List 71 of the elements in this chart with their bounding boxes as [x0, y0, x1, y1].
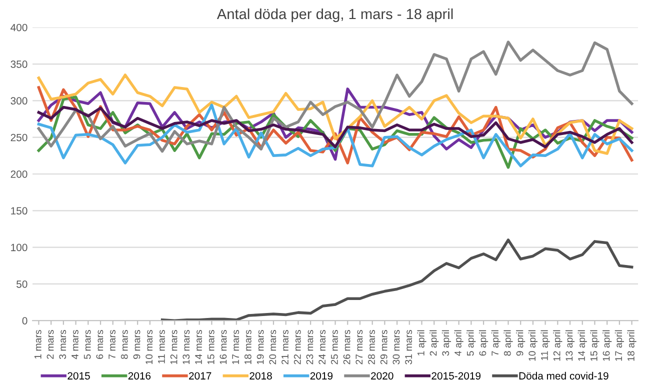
x-tick-label: 24 mars — [318, 330, 326, 364]
x-tick-label: 28 mars — [368, 330, 375, 364]
legend-label: 2020 — [371, 372, 394, 380]
x-tick-label: 9 april — [516, 330, 526, 356]
line-series — [37, 74, 634, 155]
x-tick-label: 25 mars — [330, 330, 338, 364]
x-tick-label: 4 mars — [72, 330, 78, 360]
legend-label: 2015 — [68, 372, 90, 380]
y-tick-label: 150 — [11, 207, 28, 215]
x-tick-label: 3 mars — [59, 330, 66, 359]
line-series — [160, 238, 634, 321]
chart-title: Antal döda per dag, 1 mars - 18 april — [216, 8, 453, 22]
x-tick-label: 5 mars — [84, 330, 91, 359]
y-tick-label: 0 — [22, 317, 28, 324]
line-series — [37, 40, 634, 153]
x-tick-label: 21 mars — [282, 330, 288, 364]
line-series — [37, 106, 634, 148]
x-tick-label: 14 mars — [195, 330, 202, 364]
x-tick-label: 22 mars — [294, 330, 301, 364]
x-tick-label: 6 mars — [96, 330, 104, 359]
legend-label: 2019 — [310, 372, 333, 380]
x-tick-label: 12 mars — [170, 330, 178, 364]
y-tick-label: 350 — [10, 60, 28, 68]
x-tick-label: 6 april — [479, 330, 488, 356]
x-tick-label: 11 mars — [158, 330, 165, 364]
x-tick-label: 16 mars — [220, 330, 227, 364]
legend-label: 2018 — [250, 372, 272, 380]
x-tick-label: 17 mars — [232, 330, 240, 364]
x-tick-label: 30 mars — [392, 330, 400, 364]
x-tick-label: 19 mars — [256, 330, 264, 364]
x-tick-label: 15 mars — [208, 330, 214, 364]
x-tick-label: 31 mars — [405, 330, 412, 364]
y-tick-label: 300 — [10, 97, 28, 105]
x-tick-label: 12 april — [553, 330, 562, 361]
x-tick-label: 3 april — [442, 330, 451, 356]
x-tick-label: 18 mars — [244, 330, 252, 364]
legend-label: 2017 — [189, 372, 212, 380]
legend-label: 2016 — [128, 372, 151, 380]
x-tick-label: 7 mars — [108, 330, 116, 359]
x-tick-label: 1 april — [417, 330, 426, 356]
x-tick-label: 10 april — [528, 330, 538, 361]
legend-label: 2015-2019 — [432, 372, 481, 380]
legend-label: Döda med covid-19 — [519, 372, 608, 380]
x-tick-label: 9 mars — [133, 330, 140, 359]
x-tick-label: 10 mars — [146, 330, 153, 364]
x-tick-label: 20 mars — [269, 330, 276, 364]
x-tick-label: 1 mars — [34, 330, 42, 359]
x-tick-label: 27 mars — [356, 330, 363, 364]
x-tick-label: 8 mars — [120, 330, 128, 359]
x-tick-label: 23 mars — [306, 330, 314, 364]
x-tick-label: 11 april — [540, 330, 550, 360]
y-tick-label: 50 — [16, 280, 28, 288]
x-tick-label: 13 april — [565, 330, 575, 361]
y-tick-label: 250 — [10, 134, 28, 142]
x-tick-label: 2 mars — [46, 330, 54, 359]
x-tick-label: 18 april — [627, 330, 636, 361]
x-tick-label: 26 mars — [343, 330, 350, 364]
x-tick-label: 4 april — [454, 330, 464, 356]
x-tick-label: 13 mars — [182, 330, 190, 364]
x-tick-label: 14 april — [578, 330, 587, 361]
y-tick-label: 100 — [11, 244, 28, 252]
x-tick-label: 16 april — [602, 330, 612, 361]
x-tick-label: 5 april — [466, 330, 476, 356]
x-tick-label: 2 april — [430, 330, 439, 356]
x-tick-label: 15 april — [590, 330, 600, 361]
y-tick-label: 200 — [10, 170, 28, 178]
x-tick-label: 29 mars — [380, 330, 388, 364]
x-tick-label: 17 april — [614, 330, 624, 361]
x-tick-label: 8 april — [504, 330, 513, 356]
y-tick-label: 400 — [10, 24, 28, 32]
x-tick-label: 7 april — [491, 330, 500, 356]
